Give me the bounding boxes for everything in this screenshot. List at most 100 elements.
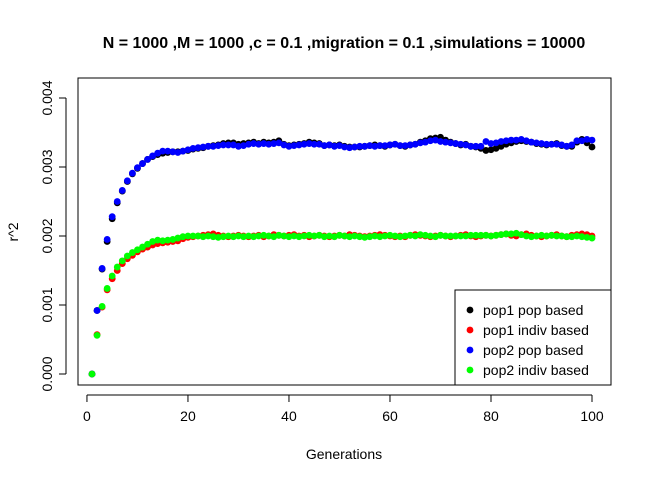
y-axis-title: r^2 (5, 222, 21, 241)
data-point (462, 232, 470, 240)
x-tick-label: 100 (580, 408, 604, 424)
data-point (588, 143, 596, 151)
data-point (224, 232, 232, 240)
data-point (578, 233, 586, 241)
data-point (543, 232, 550, 240)
data-point (527, 138, 535, 146)
data-point (300, 140, 308, 148)
y-tick-label: 0.004 (39, 80, 55, 115)
data-point (320, 142, 328, 150)
data-point (295, 233, 303, 241)
data-point (401, 232, 409, 240)
data-point (487, 232, 495, 240)
data-point (331, 142, 338, 150)
legend-label: pop1 pop based (483, 302, 583, 318)
data-point (108, 213, 116, 221)
data-point (204, 232, 212, 240)
data-point (230, 233, 237, 241)
data-point (285, 233, 293, 241)
data-point (361, 142, 369, 150)
data-point (502, 137, 510, 145)
data-point (164, 147, 172, 155)
x-axis-title: Generations (306, 446, 382, 462)
data-point (300, 232, 308, 240)
y-tick-label: 0.001 (39, 287, 55, 322)
data-point (381, 142, 389, 150)
data-point (426, 137, 434, 145)
data-point (118, 257, 126, 265)
data-point (270, 140, 278, 147)
data-point (426, 232, 434, 240)
data-point (103, 285, 111, 292)
data-point (98, 302, 106, 310)
y-tick-label: 0.000 (39, 356, 55, 391)
data-point (381, 232, 389, 240)
data-point (310, 140, 318, 148)
data-point (376, 142, 384, 150)
data-point (219, 141, 227, 149)
data-point (295, 141, 303, 149)
legend-label: pop1 indiv based (483, 322, 589, 338)
data-point (386, 231, 394, 239)
data-point (123, 177, 131, 185)
data-point (361, 233, 369, 241)
data-point (477, 142, 485, 150)
data-point (336, 231, 343, 239)
data-point (492, 231, 500, 239)
data-point (123, 252, 131, 260)
data-point (245, 232, 252, 240)
data-point (442, 138, 449, 146)
data-point (169, 148, 177, 156)
data-point (341, 143, 348, 151)
y-tick-label: 0.002 (39, 218, 55, 253)
data-point (346, 144, 353, 152)
data-point (533, 139, 540, 147)
data-points (88, 133, 596, 378)
data-point (214, 233, 222, 241)
data-point (366, 233, 374, 241)
data-point (209, 142, 217, 150)
data-point (568, 141, 576, 149)
data-point (356, 142, 364, 150)
data-point (144, 156, 151, 163)
data-point (467, 231, 475, 239)
data-point (255, 140, 263, 148)
data-point (568, 233, 576, 241)
data-point (199, 143, 207, 151)
data-point (588, 234, 596, 242)
data-point (376, 233, 384, 241)
data-point (548, 140, 555, 148)
data-point (371, 142, 379, 150)
data-point (457, 140, 465, 148)
data-point (522, 232, 530, 240)
data-point (199, 233, 207, 241)
x-tick-label: 40 (281, 408, 297, 424)
legend-marker (466, 366, 474, 374)
data-point (290, 232, 298, 240)
data-point (588, 136, 596, 144)
data-point (583, 233, 591, 241)
legend-marker (466, 306, 474, 314)
data-point (275, 231, 283, 239)
data-point (209, 233, 217, 241)
data-point (472, 142, 480, 150)
data-point (447, 139, 454, 147)
data-point (113, 198, 121, 205)
data-point (204, 142, 212, 150)
data-point (452, 232, 460, 240)
legend-box (454, 289, 612, 386)
data-point (305, 231, 313, 239)
data-point (134, 246, 141, 254)
data-point (482, 231, 490, 239)
data-point (401, 142, 409, 150)
data-point (320, 233, 328, 241)
legend-marker (466, 346, 474, 354)
data-point (437, 138, 444, 145)
data-point (189, 144, 197, 152)
data-point (553, 232, 561, 240)
data-point (416, 139, 424, 147)
data-point (406, 231, 414, 239)
data-point (214, 142, 222, 150)
x-tick-label: 20 (180, 408, 196, 424)
